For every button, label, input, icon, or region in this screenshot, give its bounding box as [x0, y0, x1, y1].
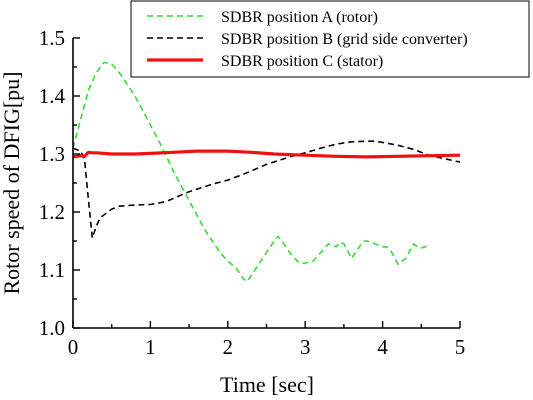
y-tick-label: 1.0	[39, 316, 65, 340]
x-axis-title: Time [sec]	[220, 372, 314, 397]
x-tick-label: 2	[223, 335, 234, 359]
y-tick-label: 1.4	[39, 84, 66, 108]
legend: SDBR position A (rotor) SDBR position B (…	[130, 0, 530, 78]
legend-label: SDBR position C (stator)	[221, 53, 383, 70]
x-tick-label: 1	[145, 335, 156, 359]
series-line-b	[73, 140, 460, 239]
series-line-c	[73, 149, 460, 159]
y-tick-label: 1.1	[39, 258, 65, 282]
y-axis-title: Rotor speed of DFIG[pu]	[0, 71, 24, 294]
series-group	[73, 61, 460, 283]
series-line-a	[73, 61, 430, 283]
x-tick-label: 4	[377, 335, 388, 359]
axes-group: 0 1 2 3 4 5 1.0 1.1 1.2 1.3 1.4 1.5	[39, 26, 466, 359]
x-tick-label: 5	[455, 335, 466, 359]
y-tick-label: 1.5	[39, 26, 65, 50]
legend-box	[130, 0, 530, 78]
y-tick-label: 1.2	[39, 200, 65, 224]
legend-label: SDBR position B (grid side converter)	[221, 31, 468, 48]
x-tick-label: 3	[300, 335, 311, 359]
y-tick-label: 1.3	[39, 142, 65, 166]
legend-label: SDBR position A (rotor)	[221, 9, 378, 26]
x-tick-label: 0	[68, 335, 79, 359]
